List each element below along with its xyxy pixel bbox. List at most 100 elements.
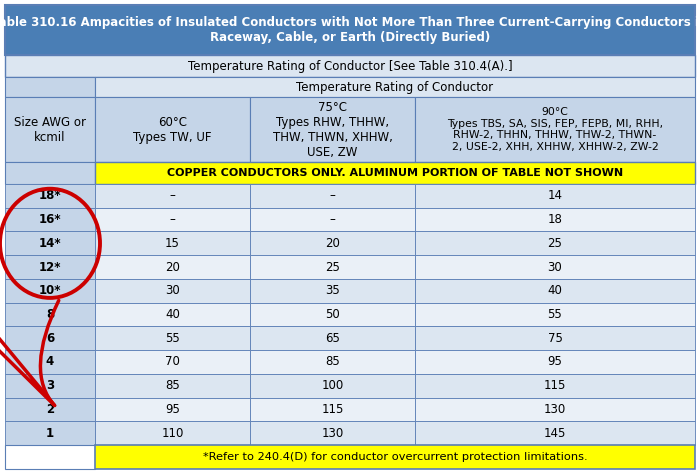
Text: 2: 2 (46, 403, 54, 416)
Bar (250, 255, 415, 279)
Text: 6: 6 (46, 332, 54, 345)
Bar (95, 255, 250, 279)
Bar (250, 231, 415, 255)
Bar (95, 421, 250, 445)
Bar (415, 302, 695, 327)
Bar (415, 421, 695, 445)
Text: 70: 70 (165, 356, 180, 368)
Bar (5, 97, 95, 162)
Text: Temperature Rating of Conductor: Temperature Rating of Conductor (296, 81, 493, 93)
Text: 18: 18 (547, 213, 562, 226)
Bar (95, 445, 695, 469)
Bar (415, 374, 695, 398)
Text: 10*: 10* (38, 284, 62, 297)
Text: 50: 50 (325, 308, 340, 321)
Bar (95, 398, 250, 421)
Bar (415, 184, 695, 208)
Text: 100: 100 (321, 379, 344, 392)
Text: 18*: 18* (38, 190, 62, 202)
Bar (95, 374, 250, 398)
Bar (250, 208, 415, 231)
Bar (5, 184, 95, 208)
Bar (415, 279, 695, 302)
Text: 130: 130 (544, 403, 566, 416)
Text: 30: 30 (547, 261, 562, 273)
Bar (95, 77, 695, 97)
Bar (95, 97, 250, 162)
Text: Size AWG or
kcmil: Size AWG or kcmil (14, 116, 86, 144)
Bar (415, 231, 695, 255)
Bar (5, 421, 95, 445)
Bar (5, 327, 95, 350)
Text: 55: 55 (165, 332, 180, 345)
Bar (250, 97, 415, 162)
Text: 75°C
Types RHW, THHW,
THW, THWN, XHHW,
USE, ZW: 75°C Types RHW, THHW, THW, THWN, XHHW, U… (272, 100, 393, 158)
Text: 8: 8 (46, 308, 54, 321)
Bar (95, 208, 250, 231)
Text: 60°C
Types TW, UF: 60°C Types TW, UF (133, 116, 211, 144)
Text: 16*: 16* (38, 213, 62, 226)
Text: 85: 85 (325, 356, 340, 368)
Text: 65: 65 (325, 332, 340, 345)
Text: 55: 55 (547, 308, 562, 321)
Bar (5, 302, 95, 327)
Bar (250, 184, 415, 208)
Text: 115: 115 (544, 379, 566, 392)
Text: –: – (330, 213, 335, 226)
Bar (5, 77, 95, 97)
Text: Table 310.16 Ampacities of Insulated Conductors with Not More Than Three Current: Table 310.16 Ampacities of Insulated Con… (0, 16, 700, 44)
Text: 115: 115 (321, 403, 344, 416)
Text: 90°C
Types TBS, SA, SIS, FEP, FEPB, MI, RHH,
RHW-2, THHN, THHW, THW-2, THWN-
2, : 90°C Types TBS, SA, SIS, FEP, FEPB, MI, … (447, 107, 663, 152)
Bar (5, 398, 95, 421)
Bar (95, 327, 250, 350)
Bar (250, 374, 415, 398)
Bar (95, 231, 250, 255)
Bar (95, 302, 250, 327)
Text: Temperature Rating of Conductor [See Table 310.4(A).]: Temperature Rating of Conductor [See Tab… (188, 60, 512, 73)
Text: 85: 85 (165, 379, 180, 392)
Text: 4: 4 (46, 356, 54, 368)
Bar (250, 350, 415, 374)
Text: –: – (330, 190, 335, 202)
Bar (250, 398, 415, 421)
Text: 1: 1 (46, 427, 54, 440)
Text: 95: 95 (547, 356, 562, 368)
Text: –: – (169, 213, 176, 226)
Bar (5, 208, 95, 231)
Text: 25: 25 (547, 237, 562, 250)
Bar (5, 445, 95, 469)
Text: 12*: 12* (38, 261, 62, 273)
Bar (5, 374, 95, 398)
Text: 25: 25 (325, 261, 340, 273)
Bar (415, 398, 695, 421)
Text: –: – (169, 190, 176, 202)
Text: 95: 95 (165, 403, 180, 416)
Bar (95, 350, 250, 374)
Text: 130: 130 (321, 427, 344, 440)
Text: COPPER CONDUCTORS ONLY. ALUMINUM PORTION OF TABLE NOT SHOWN: COPPER CONDUCTORS ONLY. ALUMINUM PORTION… (167, 168, 623, 178)
Bar (415, 97, 695, 162)
Bar (415, 350, 695, 374)
Text: 145: 145 (544, 427, 566, 440)
Bar (415, 255, 695, 279)
Bar (95, 184, 250, 208)
Bar (415, 327, 695, 350)
Bar (5, 55, 695, 77)
Bar (5, 279, 95, 302)
Bar (95, 162, 695, 184)
Bar (250, 279, 415, 302)
Text: 35: 35 (325, 284, 340, 297)
Text: 40: 40 (165, 308, 180, 321)
Text: 20: 20 (325, 237, 340, 250)
Bar (250, 421, 415, 445)
Text: 14: 14 (547, 190, 563, 202)
Bar (5, 162, 95, 184)
Text: 110: 110 (161, 427, 183, 440)
Bar (250, 302, 415, 327)
Text: 30: 30 (165, 284, 180, 297)
Bar (5, 231, 95, 255)
Bar (5, 255, 95, 279)
Text: 15: 15 (165, 237, 180, 250)
Text: 3: 3 (46, 379, 54, 392)
Bar (415, 208, 695, 231)
